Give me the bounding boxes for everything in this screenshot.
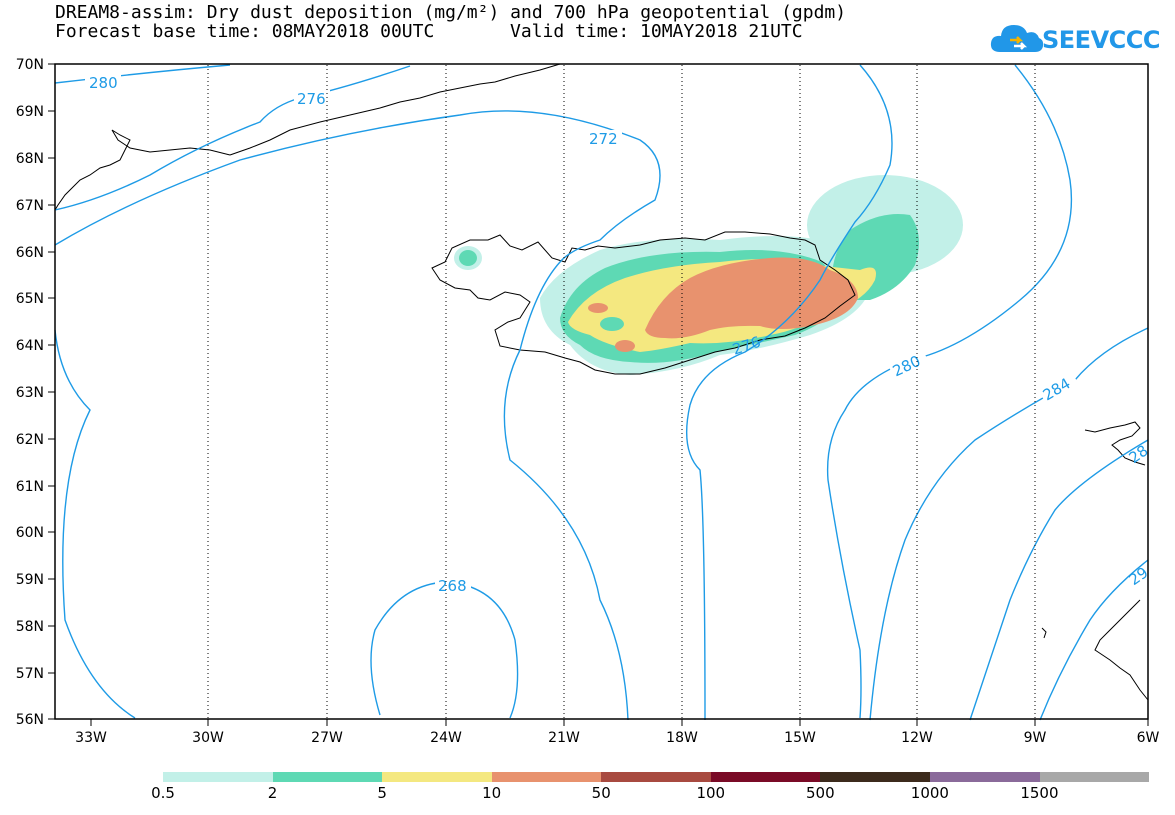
geopotential-contours xyxy=(54,64,1149,721)
lon-label: 15W xyxy=(784,730,816,746)
dust-10-patch-south xyxy=(615,340,635,352)
map-frame xyxy=(54,63,1149,720)
shetland-islands xyxy=(1041,627,1047,639)
legend-swatch xyxy=(382,772,492,782)
contour-label: 280 xyxy=(89,74,118,92)
contour-280-east xyxy=(826,64,1073,719)
map-title: DREAM8-assim: Dry dust deposition (mg/m²… xyxy=(55,2,847,23)
contour-272 xyxy=(54,110,661,721)
lat-label: 66N xyxy=(16,245,44,261)
lon-label: 21W xyxy=(548,730,580,746)
legend-swatch xyxy=(820,772,930,782)
legend-label: 10 xyxy=(482,784,502,802)
legend-swatch xyxy=(1039,772,1150,782)
dust-deposition-shading xyxy=(454,175,963,375)
cloud-icon xyxy=(990,25,1044,52)
lon-label: 12W xyxy=(901,730,933,746)
lon-label: 24W xyxy=(430,730,462,746)
lat-label: 58N xyxy=(16,619,44,635)
dust-2-westfjords xyxy=(459,250,477,266)
legend-label: 100 xyxy=(696,784,726,802)
contour-label: 272 xyxy=(589,130,618,148)
legend-swatch xyxy=(491,772,602,782)
contour-292 xyxy=(1039,559,1149,721)
forecast-times: Forecast base time: 08MAY2018 00UTC Valid… xyxy=(55,21,803,42)
lat-labels: 70N 69N 68N 67N 66N 65N 64N 63N 62N 61N … xyxy=(16,57,44,728)
legend-swatch xyxy=(163,772,273,782)
lat-label: 63N xyxy=(16,385,44,401)
legend-label: 50 xyxy=(591,784,611,802)
lat-label: 68N xyxy=(16,151,44,167)
lat-label: 57N xyxy=(16,666,44,682)
legend-label: 1500 xyxy=(1020,784,1059,802)
lat-label: 60N xyxy=(16,525,44,541)
lon-label: 18W xyxy=(666,730,698,746)
contour-272-east xyxy=(685,64,893,721)
dust-10-patch-west xyxy=(588,303,608,313)
legend-label: 1000 xyxy=(910,784,949,802)
dust-5-patch-west xyxy=(600,317,624,331)
dust-10-iceland xyxy=(645,257,858,339)
lat-label: 70N xyxy=(16,57,44,73)
contour-268-center xyxy=(370,581,519,719)
greenland-coastline xyxy=(54,63,561,211)
seevccc-logo: SEEVCCC xyxy=(990,20,1161,60)
legend-label: 5 xyxy=(377,784,387,802)
lon-labels: 33W 30W 27W 24W 21W 18W 15W 12W 9W 6W xyxy=(75,730,1159,746)
contour-268-west xyxy=(54,329,136,719)
gridlines xyxy=(207,65,1036,718)
legend-swatch xyxy=(710,772,821,782)
legend-swatch xyxy=(929,772,1040,782)
legend-swatch xyxy=(601,772,711,782)
logo-text: SEEVCCC xyxy=(1042,26,1161,54)
lat-label: 67N xyxy=(16,198,44,214)
norway-coastline xyxy=(1084,421,1149,701)
legend-swatch xyxy=(272,772,383,782)
lat-label: 59N xyxy=(16,572,44,588)
legend-label: 2 xyxy=(267,784,278,802)
lat-label: 65N xyxy=(16,291,44,307)
lat-label: 61N xyxy=(16,479,44,495)
lat-label: 64N xyxy=(16,338,44,354)
contour-label: 268 xyxy=(438,577,467,595)
valid-time: Valid time: 10MAY2018 21UTC xyxy=(510,21,803,42)
forecast-base-time: Forecast base time: 08MAY2018 00UTC xyxy=(55,21,435,42)
lat-label: 62N xyxy=(16,432,44,448)
legend-label: 0.5 xyxy=(151,784,175,802)
lon-label: 30W xyxy=(192,730,224,746)
contour-284 xyxy=(869,327,1149,721)
contour-label: 276 xyxy=(297,90,326,108)
contour-276-nw xyxy=(54,65,411,211)
lat-label: 56N xyxy=(16,712,44,728)
legend-labels: 0.5 2 5 10 50 100 500 1000 1500 xyxy=(0,784,1175,804)
lat-label: 69N xyxy=(16,104,44,120)
contour-288 xyxy=(969,439,1149,721)
color-legend xyxy=(163,772,1150,782)
lon-label: 6W xyxy=(1137,730,1160,746)
iceland-coastline xyxy=(431,231,856,375)
lat-axis xyxy=(48,63,55,720)
contour-280-nw xyxy=(54,64,231,84)
lon-label: 9W xyxy=(1024,730,1047,746)
lon-label: 27W xyxy=(311,730,343,746)
legend-label: 500 xyxy=(806,784,835,802)
lon-label: 33W xyxy=(75,730,107,746)
lon-axis xyxy=(90,719,1149,726)
